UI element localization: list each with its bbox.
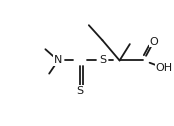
Text: N: N: [54, 55, 62, 66]
Text: S: S: [99, 55, 106, 66]
Text: S: S: [77, 86, 84, 96]
Text: OH: OH: [155, 63, 173, 73]
Text: O: O: [149, 37, 158, 47]
